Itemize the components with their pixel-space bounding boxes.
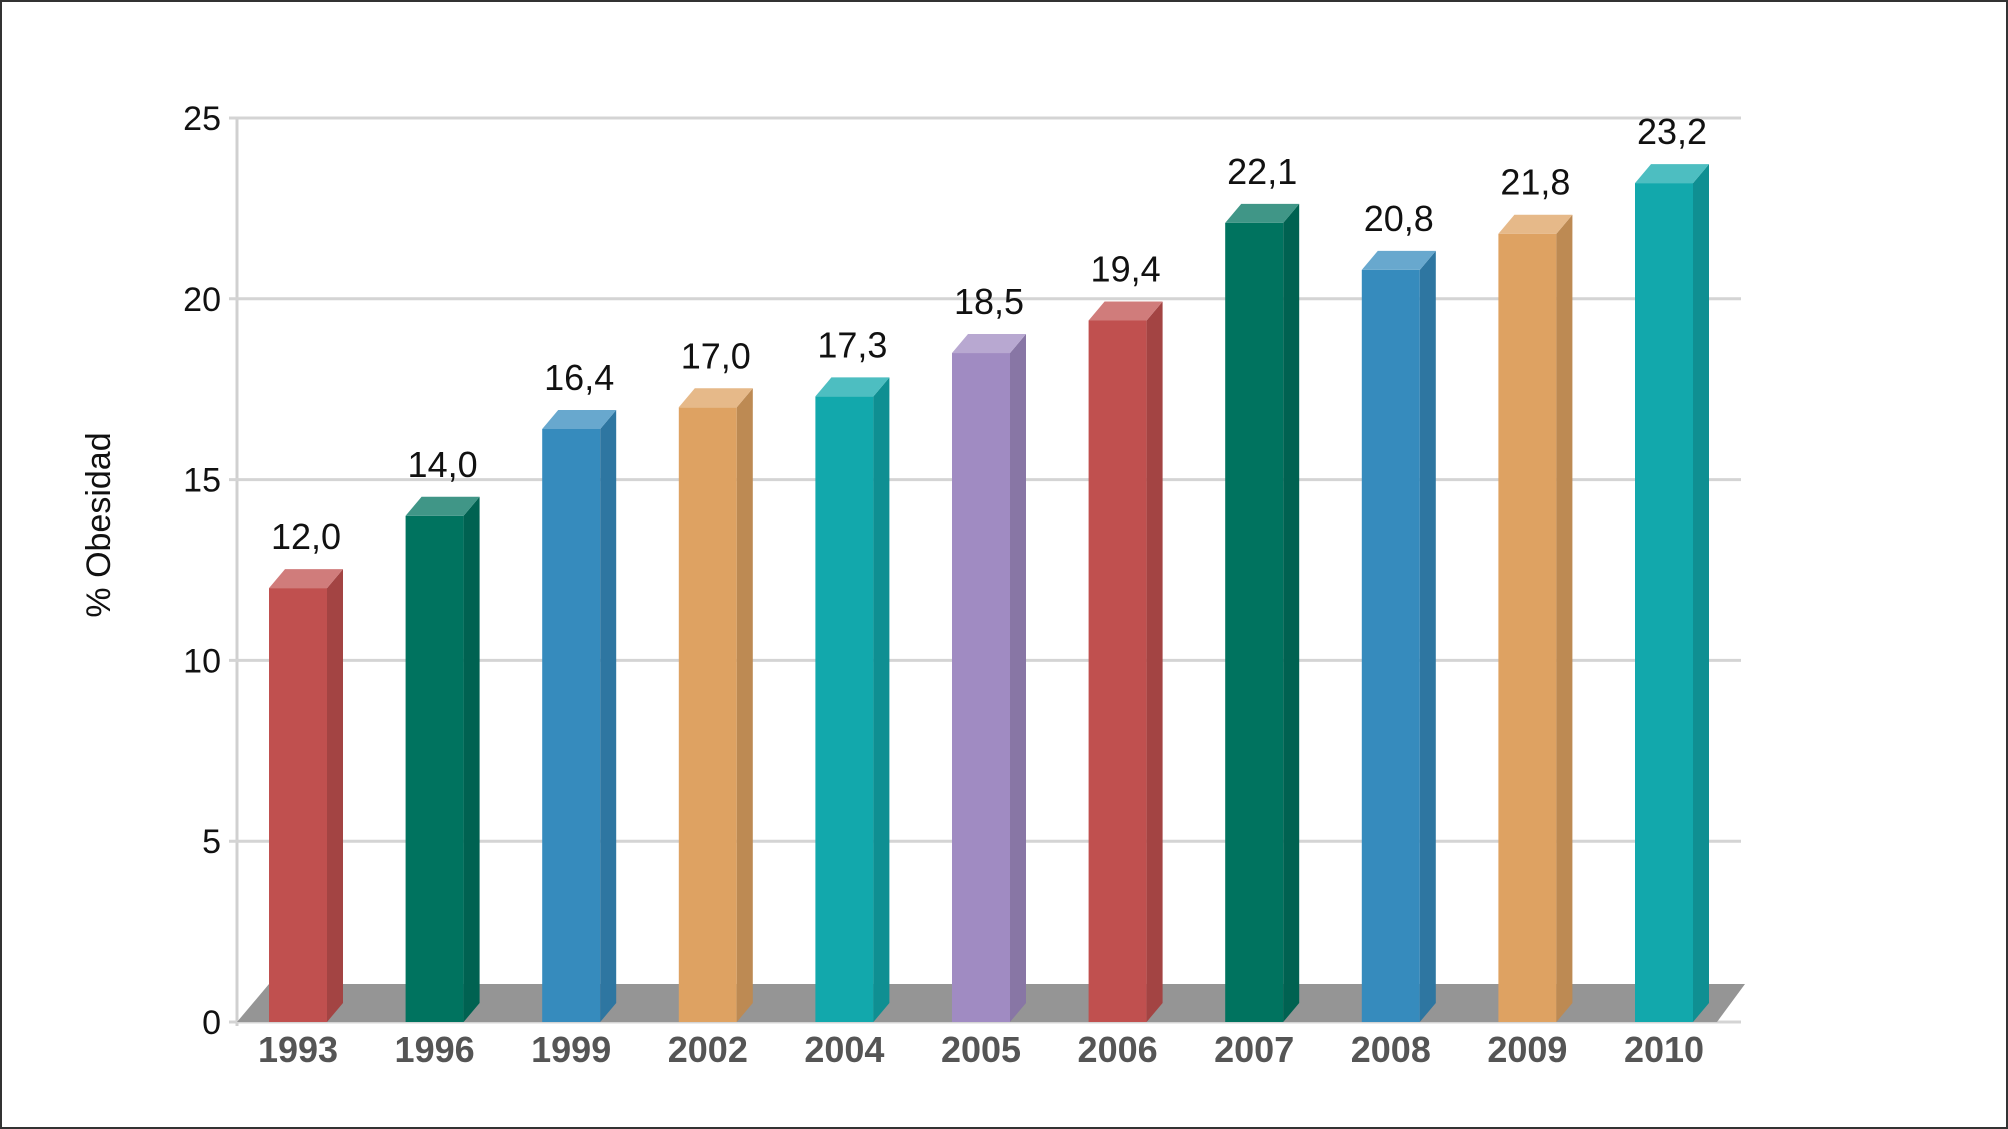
data-label: 21,8 bbox=[1500, 162, 1570, 203]
bar-front bbox=[405, 515, 464, 1022]
bar-1999 bbox=[542, 409, 617, 1022]
bar-front bbox=[1225, 222, 1284, 1022]
bar-front bbox=[1635, 183, 1693, 1022]
data-label: 23,2 bbox=[1637, 111, 1707, 152]
bar-top bbox=[269, 569, 343, 589]
bar-top bbox=[815, 377, 890, 397]
data-label: 17,3 bbox=[817, 324, 887, 365]
x-tick-label: 2009 bbox=[1487, 1029, 1567, 1070]
y-tick-label: 5 bbox=[202, 823, 221, 861]
x-tick-label: 1999 bbox=[531, 1029, 611, 1070]
bar-side bbox=[1693, 164, 1709, 1022]
bar-2002 bbox=[678, 388, 753, 1022]
bar-side bbox=[1146, 301, 1163, 1023]
bar-top bbox=[1225, 203, 1300, 223]
bar-side bbox=[1419, 250, 1436, 1022]
bars bbox=[269, 164, 1709, 1023]
x-tick-label: 1996 bbox=[395, 1029, 475, 1070]
bar-side bbox=[736, 388, 753, 1022]
bar-side bbox=[463, 496, 480, 1022]
bar-side bbox=[1283, 203, 1300, 1022]
bar-side bbox=[873, 377, 890, 1022]
bar-side bbox=[327, 569, 343, 1022]
bar-front bbox=[678, 407, 737, 1022]
data-label: 22,1 bbox=[1227, 151, 1297, 192]
bar-1993 bbox=[269, 569, 343, 1022]
bar-front bbox=[1498, 233, 1557, 1022]
y-tick-label: 15 bbox=[183, 462, 221, 500]
bar-front bbox=[542, 428, 601, 1022]
x-tick-label: 2008 bbox=[1351, 1029, 1431, 1070]
x-tick-label: 2004 bbox=[804, 1029, 884, 1070]
bar-top bbox=[952, 334, 1026, 354]
bar-top bbox=[1498, 214, 1573, 234]
data-label: 20,8 bbox=[1364, 198, 1434, 239]
bar-2007 bbox=[1225, 203, 1300, 1022]
x-tick-label: 2005 bbox=[941, 1029, 1021, 1070]
bar-front bbox=[952, 353, 1010, 1022]
bar-2005 bbox=[952, 334, 1026, 1022]
data-label: 17,0 bbox=[681, 335, 751, 376]
bar-top bbox=[542, 409, 617, 429]
x-tick-label: 2002 bbox=[668, 1029, 748, 1070]
bar-side bbox=[1556, 214, 1573, 1022]
bar-2004 bbox=[815, 377, 890, 1022]
bar-2010 bbox=[1635, 164, 1709, 1022]
x-tick-label: 1993 bbox=[258, 1029, 338, 1070]
x-tick-label: 2006 bbox=[1078, 1029, 1158, 1070]
bar-front bbox=[269, 588, 327, 1022]
y-tick-label: 0 bbox=[202, 1004, 221, 1042]
data-label: 12,0 bbox=[271, 516, 341, 557]
data-label: 14,0 bbox=[408, 444, 478, 485]
y-axis-label: % Obesidad bbox=[80, 432, 118, 617]
bar-2009 bbox=[1498, 214, 1573, 1022]
x-tick-label: 2010 bbox=[1624, 1029, 1704, 1070]
x-tick-label: 2007 bbox=[1214, 1029, 1294, 1070]
bar-side bbox=[1010, 334, 1026, 1022]
bar-front bbox=[1088, 320, 1147, 1023]
bar-top bbox=[405, 496, 480, 516]
y-tick-label: 25 bbox=[183, 100, 221, 138]
bar-front bbox=[1361, 269, 1420, 1022]
bar-top bbox=[1361, 250, 1436, 270]
labels: 0 5 10 15 20 25 12,0 1993 14,0 1996 16,4 1999 17,0 20… bbox=[183, 100, 1707, 1070]
bar-2006 bbox=[1088, 301, 1163, 1023]
data-label: 19,4 bbox=[1091, 248, 1161, 289]
data-label: 18,5 bbox=[954, 281, 1024, 322]
bar-2008 bbox=[1361, 250, 1436, 1022]
bar-front bbox=[815, 396, 874, 1022]
data-label: 16,4 bbox=[544, 357, 614, 398]
bar-side bbox=[600, 409, 617, 1022]
bar-top bbox=[1635, 164, 1709, 184]
bar-top bbox=[1088, 301, 1163, 321]
bar-1996 bbox=[405, 496, 480, 1022]
bar-top bbox=[678, 388, 753, 408]
y-tick-label: 20 bbox=[183, 281, 221, 319]
y-tick-label: 10 bbox=[183, 642, 221, 680]
